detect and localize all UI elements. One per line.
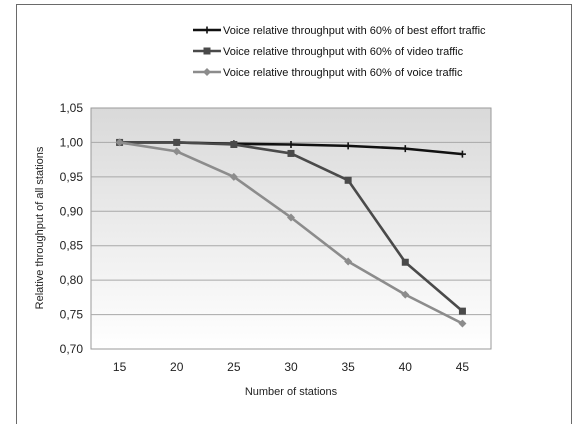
y-tick-label: 0,90 bbox=[60, 204, 84, 218]
data-point bbox=[173, 138, 181, 146]
x-tick-label: 15 bbox=[113, 360, 127, 374]
data-point bbox=[203, 47, 211, 55]
legend-entry: Voice relative throughput with 60% of vo… bbox=[193, 67, 463, 79]
data-point bbox=[458, 319, 467, 328]
x-tick-labels: 15 20 25 30 35 40 45 bbox=[113, 360, 470, 374]
y-tick-labels: 0,70 0,75 0,80 0,85 0,90 0,95 1,00 1,05 bbox=[60, 101, 84, 356]
data-point bbox=[287, 213, 295, 222]
y-axis-title: Relative throughput of all stations bbox=[34, 146, 46, 309]
legend-label: Voice relative throughput with 60% of vo… bbox=[223, 67, 463, 79]
y-tick-label: 0,75 bbox=[60, 308, 84, 322]
x-tick-label: 25 bbox=[227, 360, 241, 374]
legend: Voice relative throughput with 60% of be… bbox=[193, 25, 486, 79]
data-point bbox=[172, 147, 181, 156]
data-point bbox=[344, 142, 352, 150]
x-tick-label: 30 bbox=[284, 360, 298, 374]
data-point bbox=[344, 176, 352, 184]
y-tick-label: 0,80 bbox=[60, 273, 84, 287]
data-point bbox=[401, 145, 409, 153]
legend-label: Voice relative throughput with 60% of vi… bbox=[223, 46, 464, 58]
data-point bbox=[287, 149, 295, 157]
y-tick-label: 1,05 bbox=[60, 101, 84, 115]
x-tick-label: 45 bbox=[456, 360, 470, 374]
legend-entry: Voice relative throughput with 60% of vi… bbox=[193, 46, 464, 58]
data-point bbox=[115, 138, 124, 147]
x-tick-label: 40 bbox=[399, 360, 413, 374]
x-tick-label: 20 bbox=[170, 360, 184, 374]
data-point bbox=[287, 140, 295, 148]
series bbox=[115, 138, 467, 328]
data-point bbox=[458, 150, 466, 158]
y-tick-label: 1,00 bbox=[60, 135, 84, 149]
data-point bbox=[203, 26, 211, 34]
data-point bbox=[203, 68, 211, 76]
x-tick-label: 35 bbox=[341, 360, 355, 374]
y-tick-label: 0,95 bbox=[60, 170, 84, 184]
data-point bbox=[458, 307, 466, 315]
y-tick-label: 0,85 bbox=[60, 239, 84, 253]
series-lines bbox=[115, 138, 467, 328]
data-point bbox=[401, 258, 409, 266]
legend-label: Voice relative throughput with 60% of be… bbox=[223, 25, 486, 37]
y-tick-label: 0,70 bbox=[60, 342, 84, 356]
data-point bbox=[401, 290, 410, 299]
legend-entry: Voice relative throughput with 60% of be… bbox=[193, 25, 486, 37]
x-axis-title: Number of stations bbox=[245, 386, 338, 398]
data-point bbox=[229, 172, 238, 181]
data-point bbox=[344, 257, 353, 266]
data-point bbox=[230, 140, 238, 148]
